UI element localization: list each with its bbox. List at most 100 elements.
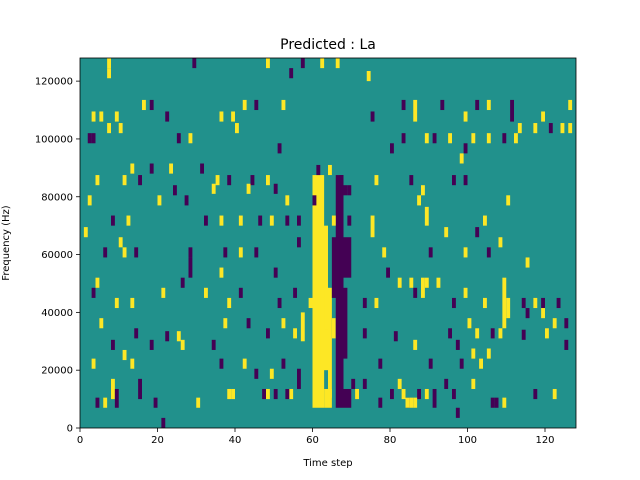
heatmap-cell [370,215,375,238]
heatmap-cell [215,175,220,186]
heatmap-cell [122,349,127,361]
heatmap-cell [246,318,251,329]
heatmap-cell [161,417,166,428]
heatmap-cell [184,195,189,206]
heatmap-cell [107,123,111,134]
heatmap-cell [192,58,197,69]
heatmap-cell [266,388,270,400]
heatmap-cell [219,215,224,226]
heatmap-cell [475,227,480,238]
heatmap-band [331,318,336,339]
heatmap-cell [548,123,553,134]
heatmap-band [331,237,340,298]
heatmap-cell [122,247,127,258]
heatmap-cell [142,99,146,111]
heatmap-cell [397,378,402,389]
x-tick-label: 120 [535,435,554,446]
heatmap-cell [498,328,503,339]
heatmap-cell [289,388,294,400]
heatmap-cell [486,133,491,144]
heatmap-cell [281,358,286,369]
heatmap-cell [413,397,418,408]
y-tick-label: 80000 [41,192,73,203]
heatmap-cell [153,397,158,408]
heatmap-cell [138,175,142,186]
heatmap-cell [231,388,235,400]
heatmap-cell [494,397,499,408]
x-tick-label: 20 [151,435,164,446]
heatmap-cell [351,378,356,389]
heatmap-cell [281,99,286,111]
heatmap-cell [223,247,228,258]
heatmap-cell [231,111,235,122]
heatmap-cell [525,257,530,268]
heatmap-cell [157,195,162,206]
x-axis-label: Time step [302,458,352,469]
heatmap-cell [289,68,294,79]
heatmap-cell [149,99,154,111]
heatmap-cell [180,277,185,288]
heatmap-cell [91,287,96,298]
heatmap-cell [556,297,561,309]
heatmap-cell [552,388,557,400]
heatmap-cell [99,318,104,329]
heatmap-cell [424,277,429,288]
heatmap-cell [176,331,181,342]
heatmap-cell [455,407,460,418]
heatmap-cell [471,348,476,359]
heatmap-cell [452,175,456,186]
heatmap-cell [362,297,367,309]
heatmap-cell [490,328,495,339]
heatmap-cell [138,378,142,400]
heatmap-cell [122,175,127,186]
heatmap-cell [335,58,340,69]
heatmap-cell [254,247,259,258]
heatmap-cell [165,111,170,122]
heatmap-cell [262,388,266,400]
heatmap-cell [564,339,569,350]
heatmap-cell [246,183,251,194]
plot-frame [79,57,577,429]
heatmap-cell [83,227,88,238]
heatmap-cell [374,297,379,309]
heatmap-band [324,388,332,408]
heatmap-cell [471,378,476,389]
heatmap-cell [219,358,224,369]
heatmap-cell [266,58,270,69]
heatmap-cell [227,388,232,400]
heatmap-cell [277,297,282,309]
heatmap-cell [107,58,111,69]
heatmap-cell [320,287,325,298]
heatmap-cell [297,368,301,389]
heatmap-cell [328,164,332,176]
heatmap-cell [417,195,421,206]
heatmap-cell [200,163,204,174]
heatmap-cell [254,99,259,111]
heatmap-cell [409,175,414,186]
heatmap-cell [502,133,507,144]
heatmap-cell [126,215,131,226]
heatmap-cell [250,175,255,186]
heatmap-cell [444,378,449,389]
y-tick-label: 40000 [41,308,73,319]
heatmap-cell [95,397,100,408]
heatmap-cell [428,247,433,258]
heatmap-cell [452,297,456,309]
heatmap-cell [347,215,352,226]
heatmap-cell [471,133,476,144]
heatmap-cell [533,123,538,134]
heatmap-cell [118,237,123,248]
heatmap-cell [266,328,270,339]
heatmap-cell [448,133,452,144]
heatmap-cell [111,339,115,350]
heatmap-cell [118,123,123,134]
heatmap-cell [149,163,154,174]
heatmap-cell [300,58,305,69]
x-tick-label: 60 [306,435,319,446]
heatmap-cell [176,133,181,144]
heatmap-cell [533,388,538,400]
heatmap-cell [269,368,274,379]
heatmap-cell [320,58,325,69]
heatmap-cell [204,215,208,226]
y-axis-ticks: 0 20000 40000 60000 80000 100000 120000 [35,77,80,435]
